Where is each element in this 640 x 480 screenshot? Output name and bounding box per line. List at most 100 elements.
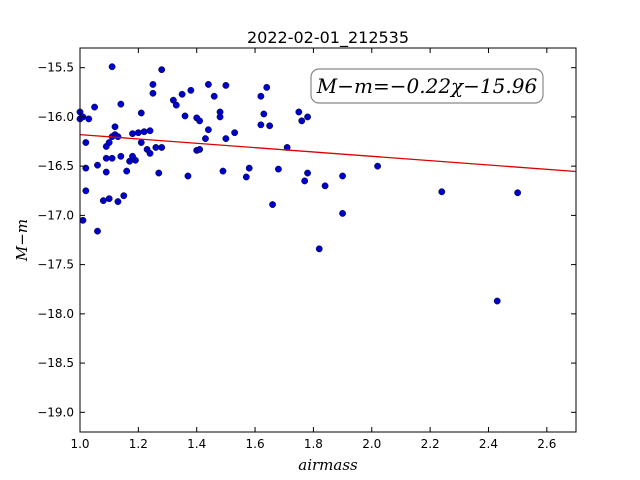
- data-point: [204, 126, 212, 134]
- data-point: [132, 156, 139, 164]
- data-point: [242, 173, 250, 181]
- x-tick-label: 1.0: [70, 437, 89, 451]
- data-point: [82, 139, 90, 146]
- data-point: [108, 63, 116, 71]
- data-point: [321, 182, 329, 190]
- y-tick-label: −15.5: [37, 61, 74, 75]
- y-axis-label: M−m: [13, 219, 31, 262]
- data-point: [315, 245, 323, 253]
- data-point: [339, 172, 346, 180]
- data-point: [137, 109, 145, 117]
- y-tick-label: −17.0: [37, 208, 74, 222]
- data-point: [231, 129, 239, 137]
- data-point: [111, 123, 119, 131]
- data-point: [304, 169, 311, 177]
- fit-annotation-box: [310, 68, 544, 104]
- data-point: [274, 165, 282, 173]
- data-point: [172, 101, 180, 109]
- data-point: [196, 117, 204, 125]
- data-point: [146, 149, 154, 157]
- data-point: [134, 129, 142, 137]
- data-point: [158, 66, 166, 74]
- x-axis-label: airmass: [298, 456, 358, 474]
- y-tick-label: −17.5: [37, 258, 74, 272]
- fit-annotation: M−m=−0.22χ−15.96: [316, 74, 538, 98]
- data-point: [105, 195, 113, 203]
- data-point: [102, 168, 110, 176]
- data-point: [260, 110, 268, 118]
- data-point: [219, 167, 227, 175]
- y-tick-label: −18.0: [37, 307, 74, 321]
- data-marks: [76, 63, 577, 305]
- data-point: [85, 115, 93, 123]
- y-tick-label: −16.0: [37, 110, 74, 124]
- data-point: [129, 130, 136, 138]
- data-point: [438, 188, 446, 196]
- data-point: [222, 82, 230, 89]
- data-point: [91, 103, 98, 111]
- data-point: [187, 86, 195, 94]
- x-tick-label: 2.4: [479, 437, 498, 451]
- data-point: [301, 177, 309, 185]
- data-point: [257, 92, 265, 100]
- data-point: [178, 90, 186, 98]
- x-tick-label: 2.2: [421, 437, 440, 451]
- data-point: [117, 100, 125, 108]
- data-point: [266, 122, 274, 130]
- data-point: [514, 189, 522, 197]
- data-point: [152, 144, 160, 151]
- data-point: [114, 198, 122, 206]
- axis-ticks: 1.0 1.2 1.4 1.6 1.8 2.0 2.2 2.4 2.6 −15.5 −16.0 −16…: [37, 48, 576, 451]
- data-point: [158, 144, 166, 151]
- data-point: [99, 197, 107, 205]
- data-point: [245, 164, 253, 172]
- data-point: [493, 297, 501, 305]
- data-point: [146, 127, 154, 135]
- data-point: [339, 210, 346, 217]
- x-tick-label: 1.2: [129, 437, 148, 451]
- x-tick-label: 1.4: [187, 437, 206, 451]
- data-point: [149, 81, 157, 88]
- data-point: [82, 187, 90, 195]
- data-point: [216, 113, 224, 121]
- data-point: [117, 152, 125, 160]
- data-point: [108, 154, 116, 162]
- x-tick-label: 1.8: [304, 437, 323, 451]
- data-point: [140, 128, 148, 136]
- data-point: [137, 139, 145, 146]
- data-point: [94, 227, 101, 235]
- data-point: [204, 81, 212, 88]
- data-point: [120, 192, 128, 200]
- data-point: [155, 169, 163, 177]
- y-tick-label: −19.0: [37, 405, 74, 419]
- plot-frame: [79, 47, 577, 433]
- y-tick-label: −18.5: [37, 356, 74, 370]
- data-point: [102, 154, 110, 162]
- data-point: [257, 121, 265, 129]
- data-point: [105, 139, 113, 146]
- data-point: [263, 83, 271, 91]
- data-point: [374, 162, 381, 170]
- fit-line: [79, 133, 577, 173]
- data-point: [210, 92, 218, 100]
- data-point: [149, 89, 157, 97]
- data-point: [94, 161, 101, 169]
- data-point: [295, 108, 303, 116]
- data-point: [222, 135, 230, 142]
- x-tick-label: 1.6: [246, 437, 265, 451]
- data-point: [298, 117, 306, 125]
- data-point: [114, 133, 122, 141]
- data-point: [181, 112, 189, 120]
- x-tick-label: 2.6: [537, 437, 556, 451]
- x-tick-label: 2.0: [362, 437, 381, 451]
- data-point: [196, 146, 204, 153]
- data-point: [202, 135, 209, 142]
- data-point: [184, 172, 192, 180]
- data-point: [304, 113, 311, 121]
- data-point: [79, 216, 87, 224]
- chart-title: 2022-02-01_212535: [247, 28, 409, 48]
- y-tick-label: −16.5: [37, 159, 74, 173]
- data-point: [269, 201, 276, 208]
